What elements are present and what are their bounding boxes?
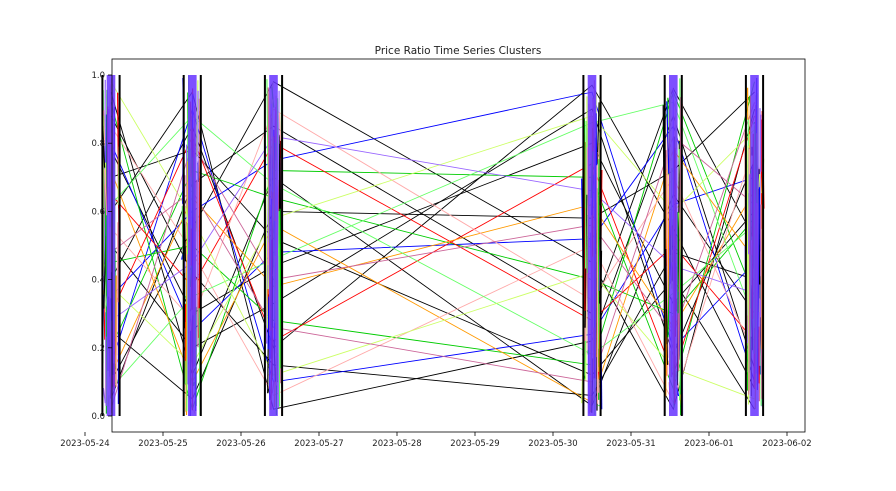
cluster-band: [582, 75, 602, 416]
series-layer: [111, 82, 755, 409]
x-tick-label: 2023-05-30: [528, 439, 577, 449]
y-tick-label: 0.4: [91, 276, 105, 286]
band-stroke: [116, 222, 117, 387]
y-tick-label: 0.2: [91, 344, 105, 354]
band-core: [269, 75, 278, 416]
x-tick-label: 2023-05-29: [450, 439, 499, 449]
band-core: [107, 75, 116, 416]
chart-title: Price Ratio Time Series Clusters: [375, 45, 542, 57]
band-core: [588, 75, 597, 416]
series-line: [111, 82, 755, 399]
x-tick-label: 2023-05-26: [216, 439, 265, 449]
band-stroke: [268, 297, 269, 350]
cluster-band: [265, 75, 283, 416]
band-stroke: [597, 165, 598, 404]
cluster-band: [182, 75, 201, 416]
x-tick-label: 2023-05-27: [294, 439, 343, 449]
x-tick-label: 2023-05-24: [60, 439, 109, 449]
band-core: [669, 75, 678, 416]
band-core: [750, 75, 759, 416]
band-core: [188, 75, 197, 416]
series-line: [111, 92, 755, 406]
y-tick-label: 0.0: [91, 412, 105, 422]
y-tick-label: 0.8: [91, 139, 105, 149]
y-tick-label: 1.0: [91, 71, 105, 81]
x-tick-label: 2023-05-31: [606, 439, 655, 449]
x-tick-label: 2023-05-28: [372, 439, 421, 449]
series-line: [111, 92, 755, 409]
cluster-band: [663, 75, 682, 416]
series-line: [111, 191, 755, 375]
x-tick-label: 2023-06-02: [762, 439, 811, 449]
x-tick-label: 2023-06-01: [684, 439, 733, 449]
series-line: [111, 126, 755, 382]
y-tick-label: 0.6: [91, 207, 105, 217]
cluster-band: [745, 75, 764, 416]
x-axis: 2023-05-24 2023-05-25 2023-05-26 2023-05-27…: [60, 432, 811, 449]
x-tick-label: 2023-05-25: [138, 439, 187, 449]
